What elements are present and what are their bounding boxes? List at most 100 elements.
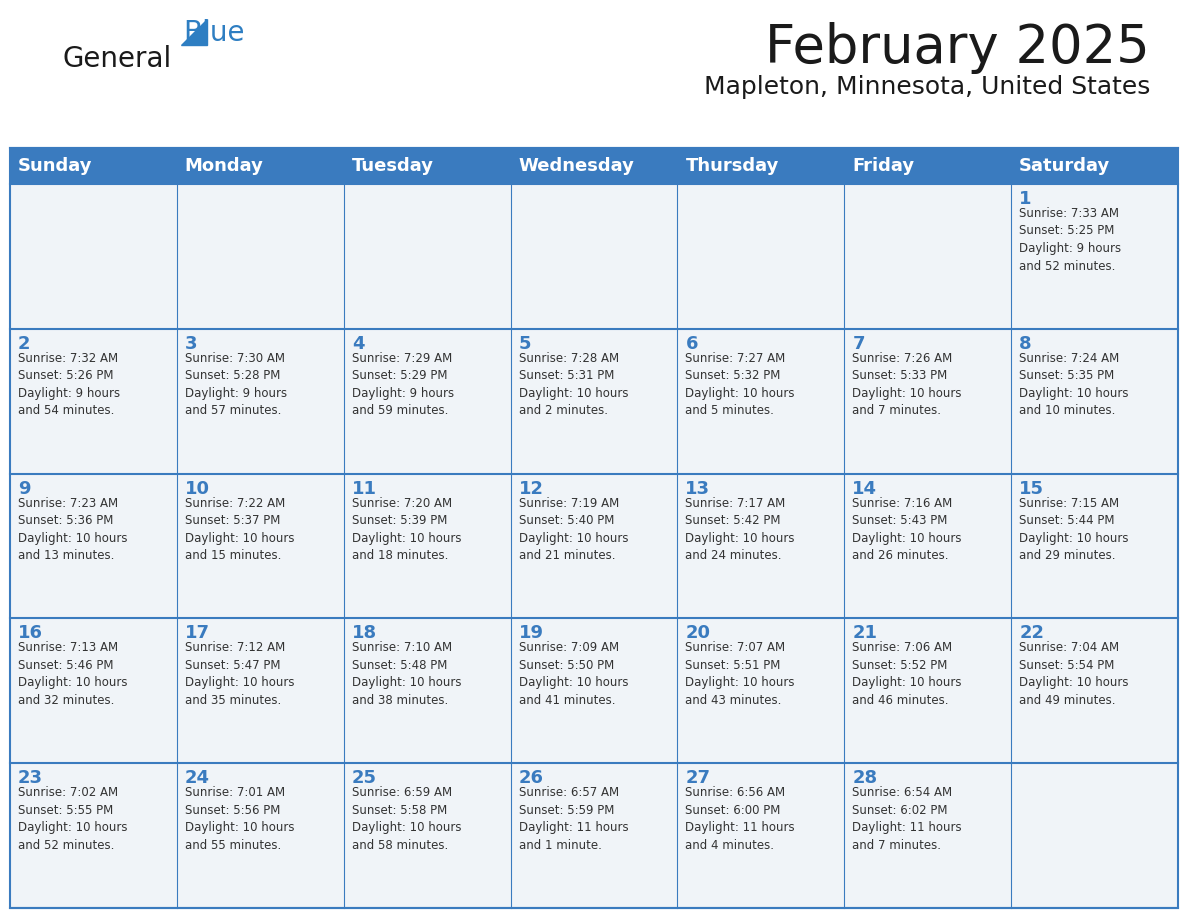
Text: Sunrise: 7:22 AM
Sunset: 5:37 PM
Daylight: 10 hours
and 15 minutes.: Sunrise: 7:22 AM Sunset: 5:37 PM Dayligh… bbox=[185, 497, 295, 562]
Text: 21: 21 bbox=[852, 624, 877, 643]
Bar bbox=[677, 474, 845, 619]
Text: 27: 27 bbox=[685, 769, 710, 788]
Text: Sunrise: 7:27 AM
Sunset: 5:32 PM
Daylight: 10 hours
and 5 minutes.: Sunrise: 7:27 AM Sunset: 5:32 PM Dayligh… bbox=[685, 352, 795, 418]
Text: Sunrise: 7:26 AM
Sunset: 5:33 PM
Daylight: 10 hours
and 7 minutes.: Sunrise: 7:26 AM Sunset: 5:33 PM Dayligh… bbox=[852, 352, 962, 418]
Text: 22: 22 bbox=[1019, 624, 1044, 643]
Bar bbox=[845, 763, 1011, 908]
Text: Sunrise: 7:02 AM
Sunset: 5:55 PM
Daylight: 10 hours
and 52 minutes.: Sunrise: 7:02 AM Sunset: 5:55 PM Dayligh… bbox=[18, 786, 127, 852]
Text: Sunrise: 6:57 AM
Sunset: 5:59 PM
Daylight: 11 hours
and 1 minute.: Sunrise: 6:57 AM Sunset: 5:59 PM Dayligh… bbox=[519, 786, 628, 852]
Bar bbox=[10, 763, 177, 908]
Text: Sunrise: 7:32 AM
Sunset: 5:26 PM
Daylight: 9 hours
and 54 minutes.: Sunrise: 7:32 AM Sunset: 5:26 PM Dayligh… bbox=[18, 352, 120, 418]
Text: Tuesday: Tuesday bbox=[352, 157, 434, 175]
Text: Sunrise: 7:04 AM
Sunset: 5:54 PM
Daylight: 10 hours
and 49 minutes.: Sunrise: 7:04 AM Sunset: 5:54 PM Dayligh… bbox=[1019, 642, 1129, 707]
Text: 2: 2 bbox=[18, 335, 31, 353]
Text: 23: 23 bbox=[18, 769, 43, 788]
Text: Blue: Blue bbox=[183, 19, 245, 47]
Text: February 2025: February 2025 bbox=[765, 22, 1150, 74]
Bar bbox=[1011, 474, 1178, 619]
Text: 24: 24 bbox=[185, 769, 210, 788]
Text: Sunrise: 7:10 AM
Sunset: 5:48 PM
Daylight: 10 hours
and 38 minutes.: Sunrise: 7:10 AM Sunset: 5:48 PM Dayligh… bbox=[352, 642, 461, 707]
Text: Sunrise: 7:09 AM
Sunset: 5:50 PM
Daylight: 10 hours
and 41 minutes.: Sunrise: 7:09 AM Sunset: 5:50 PM Dayligh… bbox=[519, 642, 628, 707]
Bar bbox=[10, 619, 177, 763]
Text: Sunrise: 7:12 AM
Sunset: 5:47 PM
Daylight: 10 hours
and 35 minutes.: Sunrise: 7:12 AM Sunset: 5:47 PM Dayligh… bbox=[185, 642, 295, 707]
Bar bbox=[1011, 763, 1178, 908]
Text: 15: 15 bbox=[1019, 479, 1044, 498]
Text: 10: 10 bbox=[185, 479, 210, 498]
Text: 9: 9 bbox=[18, 479, 31, 498]
Bar bbox=[845, 329, 1011, 474]
Bar bbox=[343, 763, 511, 908]
Bar bbox=[177, 619, 343, 763]
Bar bbox=[1011, 184, 1178, 329]
Text: 6: 6 bbox=[685, 335, 697, 353]
Text: Monday: Monday bbox=[185, 157, 264, 175]
Bar bbox=[677, 329, 845, 474]
Text: 11: 11 bbox=[352, 479, 377, 498]
Text: Sunrise: 6:59 AM
Sunset: 5:58 PM
Daylight: 10 hours
and 58 minutes.: Sunrise: 6:59 AM Sunset: 5:58 PM Dayligh… bbox=[352, 786, 461, 852]
Bar bbox=[677, 184, 845, 329]
Bar bbox=[677, 619, 845, 763]
Text: 28: 28 bbox=[852, 769, 878, 788]
Text: Sunrise: 7:23 AM
Sunset: 5:36 PM
Daylight: 10 hours
and 13 minutes.: Sunrise: 7:23 AM Sunset: 5:36 PM Dayligh… bbox=[18, 497, 127, 562]
Text: 12: 12 bbox=[519, 479, 544, 498]
Text: 18: 18 bbox=[352, 624, 377, 643]
Bar bbox=[343, 329, 511, 474]
Bar bbox=[10, 329, 177, 474]
Text: General: General bbox=[62, 45, 171, 73]
Bar bbox=[343, 619, 511, 763]
Text: 4: 4 bbox=[352, 335, 365, 353]
Bar bbox=[511, 474, 677, 619]
Text: 8: 8 bbox=[1019, 335, 1031, 353]
Bar bbox=[511, 329, 677, 474]
Text: Sunrise: 7:20 AM
Sunset: 5:39 PM
Daylight: 10 hours
and 18 minutes.: Sunrise: 7:20 AM Sunset: 5:39 PM Dayligh… bbox=[352, 497, 461, 562]
Text: Sunrise: 7:17 AM
Sunset: 5:42 PM
Daylight: 10 hours
and 24 minutes.: Sunrise: 7:17 AM Sunset: 5:42 PM Dayligh… bbox=[685, 497, 795, 562]
Bar bbox=[10, 148, 1178, 184]
Bar bbox=[511, 184, 677, 329]
Bar bbox=[845, 619, 1011, 763]
Text: 7: 7 bbox=[852, 335, 865, 353]
Text: 19: 19 bbox=[519, 624, 544, 643]
Text: Sunrise: 7:28 AM
Sunset: 5:31 PM
Daylight: 10 hours
and 2 minutes.: Sunrise: 7:28 AM Sunset: 5:31 PM Dayligh… bbox=[519, 352, 628, 418]
Bar bbox=[1011, 619, 1178, 763]
Text: Sunrise: 7:06 AM
Sunset: 5:52 PM
Daylight: 10 hours
and 46 minutes.: Sunrise: 7:06 AM Sunset: 5:52 PM Dayligh… bbox=[852, 642, 962, 707]
Bar bbox=[845, 474, 1011, 619]
Bar bbox=[10, 474, 177, 619]
Bar bbox=[10, 148, 1178, 908]
Bar bbox=[10, 184, 177, 329]
Text: 16: 16 bbox=[18, 624, 43, 643]
Bar bbox=[677, 763, 845, 908]
Text: Thursday: Thursday bbox=[685, 157, 779, 175]
Text: Mapleton, Minnesota, United States: Mapleton, Minnesota, United States bbox=[703, 75, 1150, 99]
Text: Sunrise: 7:13 AM
Sunset: 5:46 PM
Daylight: 10 hours
and 32 minutes.: Sunrise: 7:13 AM Sunset: 5:46 PM Dayligh… bbox=[18, 642, 127, 707]
Text: Sunrise: 6:56 AM
Sunset: 6:00 PM
Daylight: 11 hours
and 4 minutes.: Sunrise: 6:56 AM Sunset: 6:00 PM Dayligh… bbox=[685, 786, 795, 852]
Text: Sunrise: 7:19 AM
Sunset: 5:40 PM
Daylight: 10 hours
and 21 minutes.: Sunrise: 7:19 AM Sunset: 5:40 PM Dayligh… bbox=[519, 497, 628, 562]
Text: 14: 14 bbox=[852, 479, 877, 498]
Text: Sunrise: 7:16 AM
Sunset: 5:43 PM
Daylight: 10 hours
and 26 minutes.: Sunrise: 7:16 AM Sunset: 5:43 PM Dayligh… bbox=[852, 497, 962, 562]
Bar bbox=[177, 474, 343, 619]
Text: Saturday: Saturday bbox=[1019, 157, 1111, 175]
Text: Sunrise: 7:07 AM
Sunset: 5:51 PM
Daylight: 10 hours
and 43 minutes.: Sunrise: 7:07 AM Sunset: 5:51 PM Dayligh… bbox=[685, 642, 795, 707]
Text: Sunrise: 7:30 AM
Sunset: 5:28 PM
Daylight: 9 hours
and 57 minutes.: Sunrise: 7:30 AM Sunset: 5:28 PM Dayligh… bbox=[185, 352, 287, 418]
Text: Sunrise: 7:24 AM
Sunset: 5:35 PM
Daylight: 10 hours
and 10 minutes.: Sunrise: 7:24 AM Sunset: 5:35 PM Dayligh… bbox=[1019, 352, 1129, 418]
Text: Sunrise: 7:29 AM
Sunset: 5:29 PM
Daylight: 9 hours
and 59 minutes.: Sunrise: 7:29 AM Sunset: 5:29 PM Dayligh… bbox=[352, 352, 454, 418]
Text: Sunrise: 6:54 AM
Sunset: 6:02 PM
Daylight: 11 hours
and 7 minutes.: Sunrise: 6:54 AM Sunset: 6:02 PM Dayligh… bbox=[852, 786, 962, 852]
Bar bbox=[511, 619, 677, 763]
Bar bbox=[343, 474, 511, 619]
Bar bbox=[177, 763, 343, 908]
Text: Sunrise: 7:15 AM
Sunset: 5:44 PM
Daylight: 10 hours
and 29 minutes.: Sunrise: 7:15 AM Sunset: 5:44 PM Dayligh… bbox=[1019, 497, 1129, 562]
Text: 5: 5 bbox=[519, 335, 531, 353]
Bar bbox=[845, 184, 1011, 329]
Text: 26: 26 bbox=[519, 769, 544, 788]
Text: 20: 20 bbox=[685, 624, 710, 643]
Text: 3: 3 bbox=[185, 335, 197, 353]
Text: 1: 1 bbox=[1019, 190, 1031, 208]
Text: 17: 17 bbox=[185, 624, 210, 643]
Polygon shape bbox=[181, 19, 207, 45]
Text: 25: 25 bbox=[352, 769, 377, 788]
Text: 13: 13 bbox=[685, 479, 710, 498]
Bar bbox=[343, 184, 511, 329]
Text: Sunday: Sunday bbox=[18, 157, 93, 175]
Text: Sunrise: 7:01 AM
Sunset: 5:56 PM
Daylight: 10 hours
and 55 minutes.: Sunrise: 7:01 AM Sunset: 5:56 PM Dayligh… bbox=[185, 786, 295, 852]
Bar bbox=[177, 329, 343, 474]
Text: Wednesday: Wednesday bbox=[519, 157, 634, 175]
